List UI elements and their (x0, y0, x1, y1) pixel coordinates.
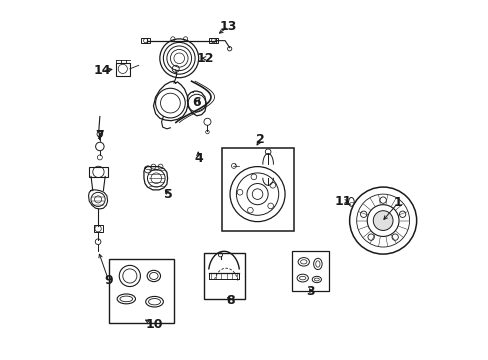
Text: 8: 8 (225, 294, 234, 307)
Bar (291, 251, 328, 291)
Bar (89, 167, 107, 177)
Text: 11: 11 (334, 195, 351, 208)
Text: 5: 5 (164, 188, 173, 201)
Bar (203, 253, 244, 299)
Circle shape (252, 189, 263, 199)
Text: 1: 1 (393, 197, 402, 210)
Bar (209, 38, 217, 43)
Text: 6: 6 (192, 96, 201, 109)
Text: 4: 4 (194, 152, 203, 165)
Bar (221, 148, 293, 231)
Bar (116, 63, 130, 76)
Circle shape (372, 211, 392, 230)
Text: 10: 10 (145, 318, 163, 331)
Text: 14: 14 (94, 64, 111, 77)
Text: 13: 13 (220, 20, 237, 33)
Text: 7: 7 (95, 129, 104, 143)
Text: 2: 2 (256, 133, 264, 146)
Bar (93, 225, 102, 232)
Text: 9: 9 (104, 274, 113, 287)
Text: 12: 12 (197, 52, 214, 65)
Bar (141, 38, 150, 43)
Bar (108, 259, 174, 323)
Text: 3: 3 (306, 285, 314, 298)
